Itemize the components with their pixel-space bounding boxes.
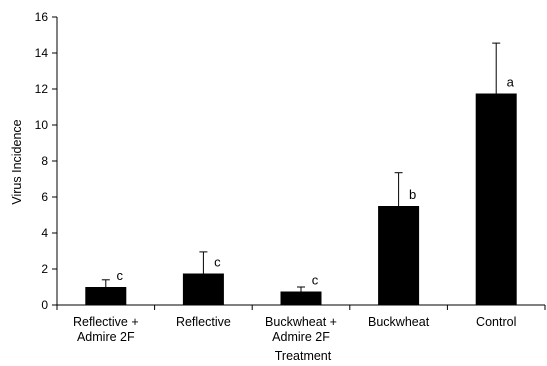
category-label: Control [476,315,516,329]
y-tick-label: 4 [41,226,48,240]
y-tick-label: 6 [41,190,48,204]
bar [280,291,322,305]
category-label: Admire 2F [272,330,330,344]
significance-letter: c [214,255,221,270]
bar [475,93,517,305]
y-axis-title: Virus Incidence [10,119,24,204]
category-label: Admire 2F [77,330,135,344]
y-tick-label: 16 [35,10,49,24]
significance-letter: a [507,75,515,90]
category-label: Buckwheat [368,315,430,329]
axes [52,16,546,310]
category-label: Reflective [176,315,231,329]
y-tick-label: 2 [41,262,48,276]
bars [85,42,517,305]
y-tick-label: 10 [35,118,49,132]
category-label: Buckwheat + [265,315,337,329]
y-tick-label: 14 [35,46,49,60]
bar [182,273,224,305]
significance-letter: c [312,273,319,288]
category-label: Reflective + [73,315,139,329]
significance-letter: b [409,187,416,202]
bar [378,206,420,305]
y-tick-label: 0 [41,298,48,312]
y-tick-label: 8 [41,154,48,168]
x-axis-title: Treatment [275,349,332,363]
significance-letter: c [117,268,124,283]
y-tick-label: 12 [35,82,49,96]
bar [85,287,127,305]
